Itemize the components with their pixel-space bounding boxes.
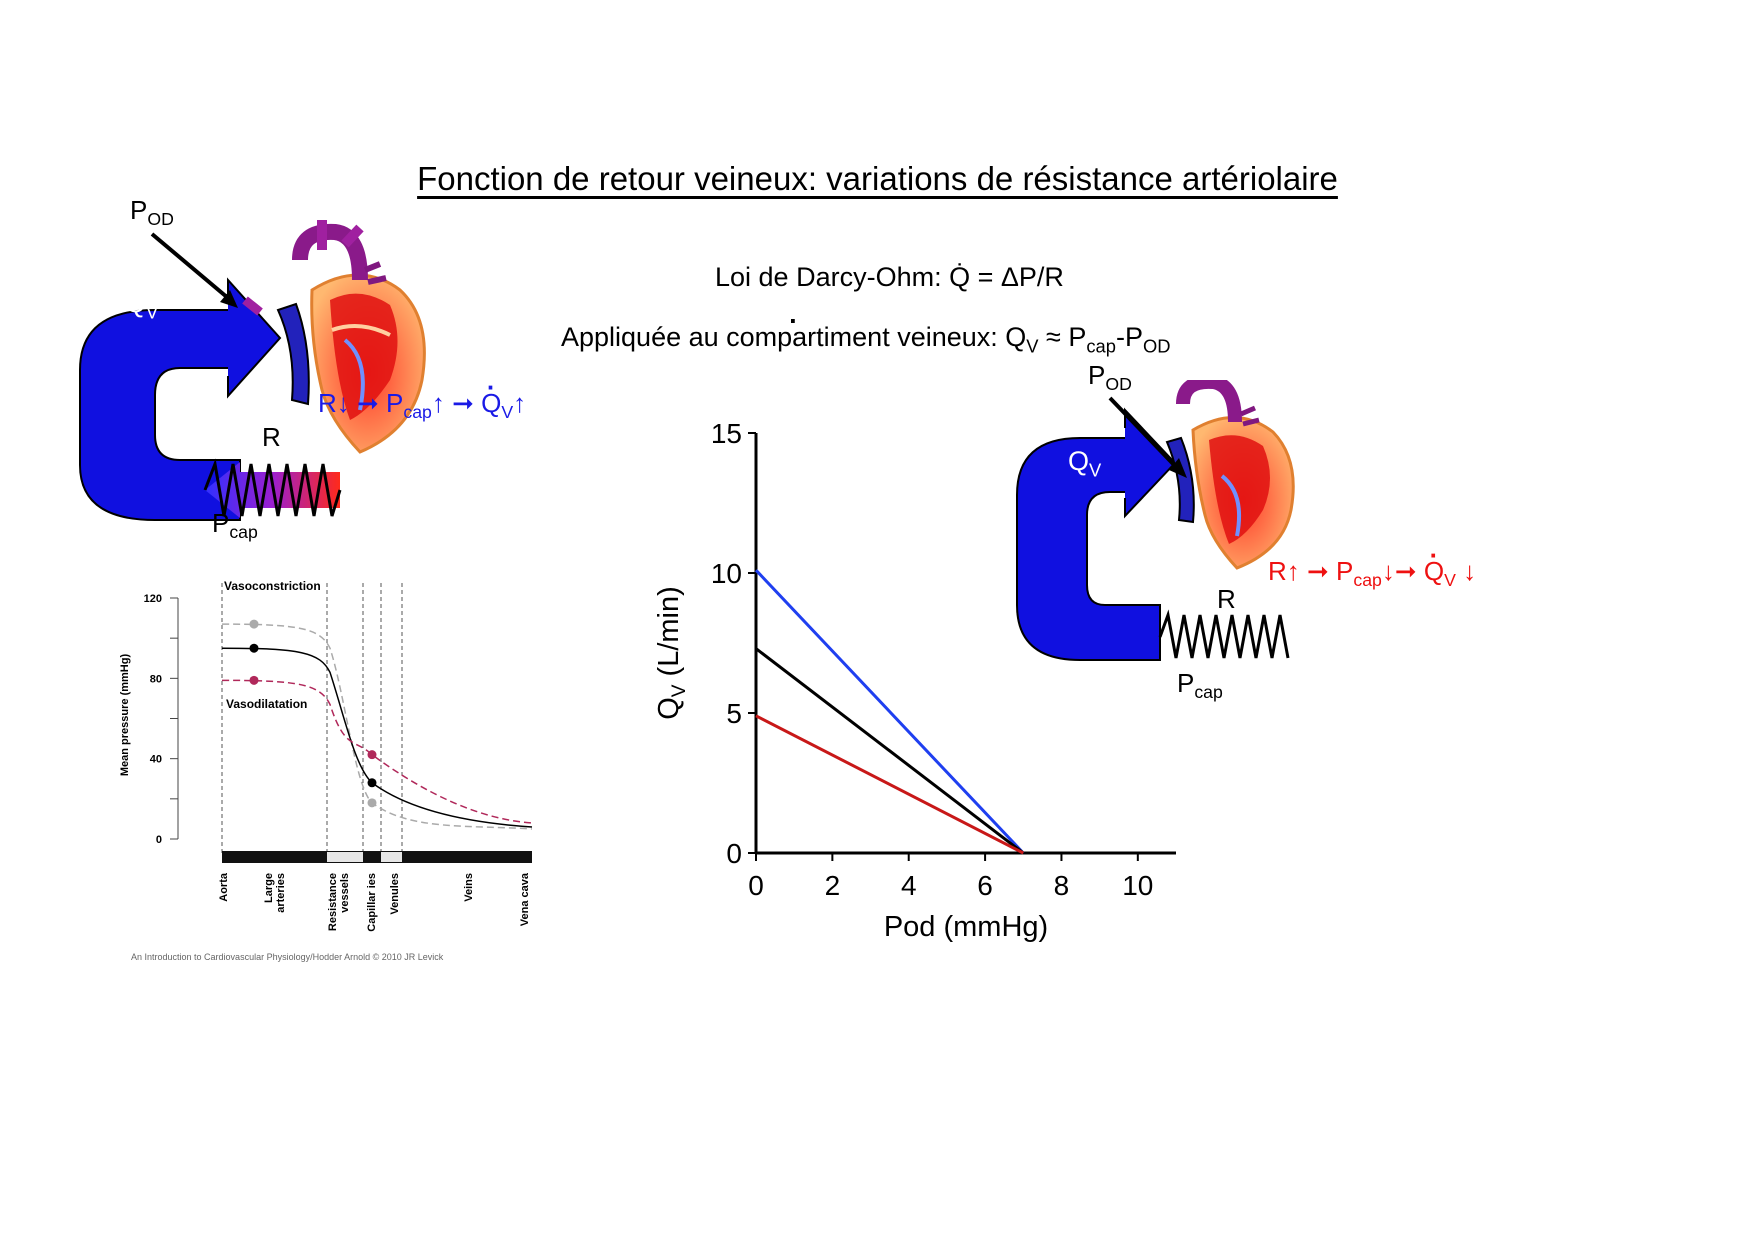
y-axis-label: Mean pressure (mmHg) [119, 654, 131, 777]
aortic-pressure-point [249, 643, 259, 653]
heart-illustration [242, 220, 426, 454]
segment-label: Largearteries [263, 873, 287, 913]
pressure-curve [221, 647, 533, 828]
left-qv-label: QV [125, 288, 158, 321]
y-tick-label: 0 [156, 834, 162, 846]
vessel-bar [222, 851, 532, 863]
darcy-ohm-law: Loi de Darcy-Ohm: Q̇ = ΔP/R [715, 262, 1064, 292]
segment-label: Aorta [218, 872, 230, 902]
venous-arrowhead [1124, 407, 1177, 519]
y-tick-label: 5 [726, 698, 742, 729]
y-tick-label: 10 [711, 558, 742, 589]
x-axis-label: Pod (mmHg) [884, 911, 1048, 943]
right-qv-label: QV [1068, 446, 1102, 481]
y-axis-label: QV (L/min) [653, 586, 690, 720]
right-pcap-label: Pcap [1177, 668, 1223, 703]
venous-return-vessel [79, 309, 241, 521]
heart-illustration [1176, 380, 1295, 570]
capillary-pressure-point [367, 750, 377, 760]
venous-return-chart: 0 2 4 6 8 10 0 5 10 15 Pod (mmHg) QV (L/min) [653, 418, 1176, 943]
vasoconstriction-label: Vasoconstriction [224, 579, 321, 593]
x-tick-label: 6 [977, 870, 993, 901]
pressure-curve [221, 623, 533, 830]
pod-pointer-arrow [150, 232, 230, 300]
x-tick-label: 10 [1122, 870, 1153, 901]
relation-r-decrease: R↓ ➞ Pcap↑ ➞ QV↑ [318, 388, 526, 421]
x-tick-label: 8 [1054, 870, 1070, 901]
x-tick-label: 2 [825, 870, 841, 901]
segment-label: Vena cava [519, 872, 531, 926]
series-line [755, 714, 1024, 855]
resistance-element [1158, 609, 1295, 659]
x-tick-label: 0 [748, 870, 764, 901]
relation-r-increase: R↑ ➞ Pcap↓➞ QV ↓ [1268, 556, 1476, 589]
segment-label: Venules [389, 873, 401, 915]
aortic-pressure-point [249, 619, 259, 629]
right-pod-label: POD [1088, 360, 1132, 395]
segment-label: Resistancevessels [327, 873, 351, 931]
right-r-label: R [1217, 584, 1236, 614]
capillary-pressure-point [367, 778, 377, 788]
venous-arrowhead [227, 277, 282, 399]
vessel-bar-venules [381, 852, 402, 862]
y-tick-label: 120 [144, 593, 162, 605]
figure-credit: An Introduction to Cardiovascular Physio… [131, 952, 444, 962]
venous-law: Appliquée au compartiment veineux: QV ≈ … [561, 322, 1171, 355]
y-tick-label: 80 [150, 673, 162, 685]
x-tick-label: 4 [901, 870, 917, 901]
series-line [754, 569, 1025, 855]
aortic-pressure-point [249, 675, 259, 685]
pod-pointer-arrow [1108, 396, 1179, 470]
pressure-curve [221, 679, 533, 824]
segment-label: Veins [463, 873, 475, 902]
y-tick-label: 0 [726, 838, 742, 869]
left-pcap-label: Pcap [212, 508, 258, 543]
vessel-bar-resistance [327, 852, 363, 862]
y-tick-label: 15 [711, 418, 742, 449]
resistance-element [203, 458, 342, 518]
capillary-pressure-point [367, 798, 377, 808]
vasodilatation-label: Vasodilatation [226, 697, 307, 711]
venous-return-vessel [1016, 437, 1161, 661]
page-title: Fonction de retour veineux: variations d… [417, 160, 1338, 197]
pressure-profile-chart: 120 80 40 0 Mean pressure (mmHg) Vasoconstric… [119, 579, 533, 932]
left-circuit-diagram [79, 220, 426, 521]
left-r-label: R [262, 422, 281, 452]
left-pod-label: POD [130, 195, 174, 230]
vena-cava [276, 302, 310, 406]
y-tick-label: 40 [150, 754, 162, 766]
vena-cava [1165, 436, 1195, 524]
right-circuit-diagram [1016, 380, 1295, 661]
series-line [755, 647, 1025, 855]
segment-label: Capillar ies [366, 873, 378, 932]
